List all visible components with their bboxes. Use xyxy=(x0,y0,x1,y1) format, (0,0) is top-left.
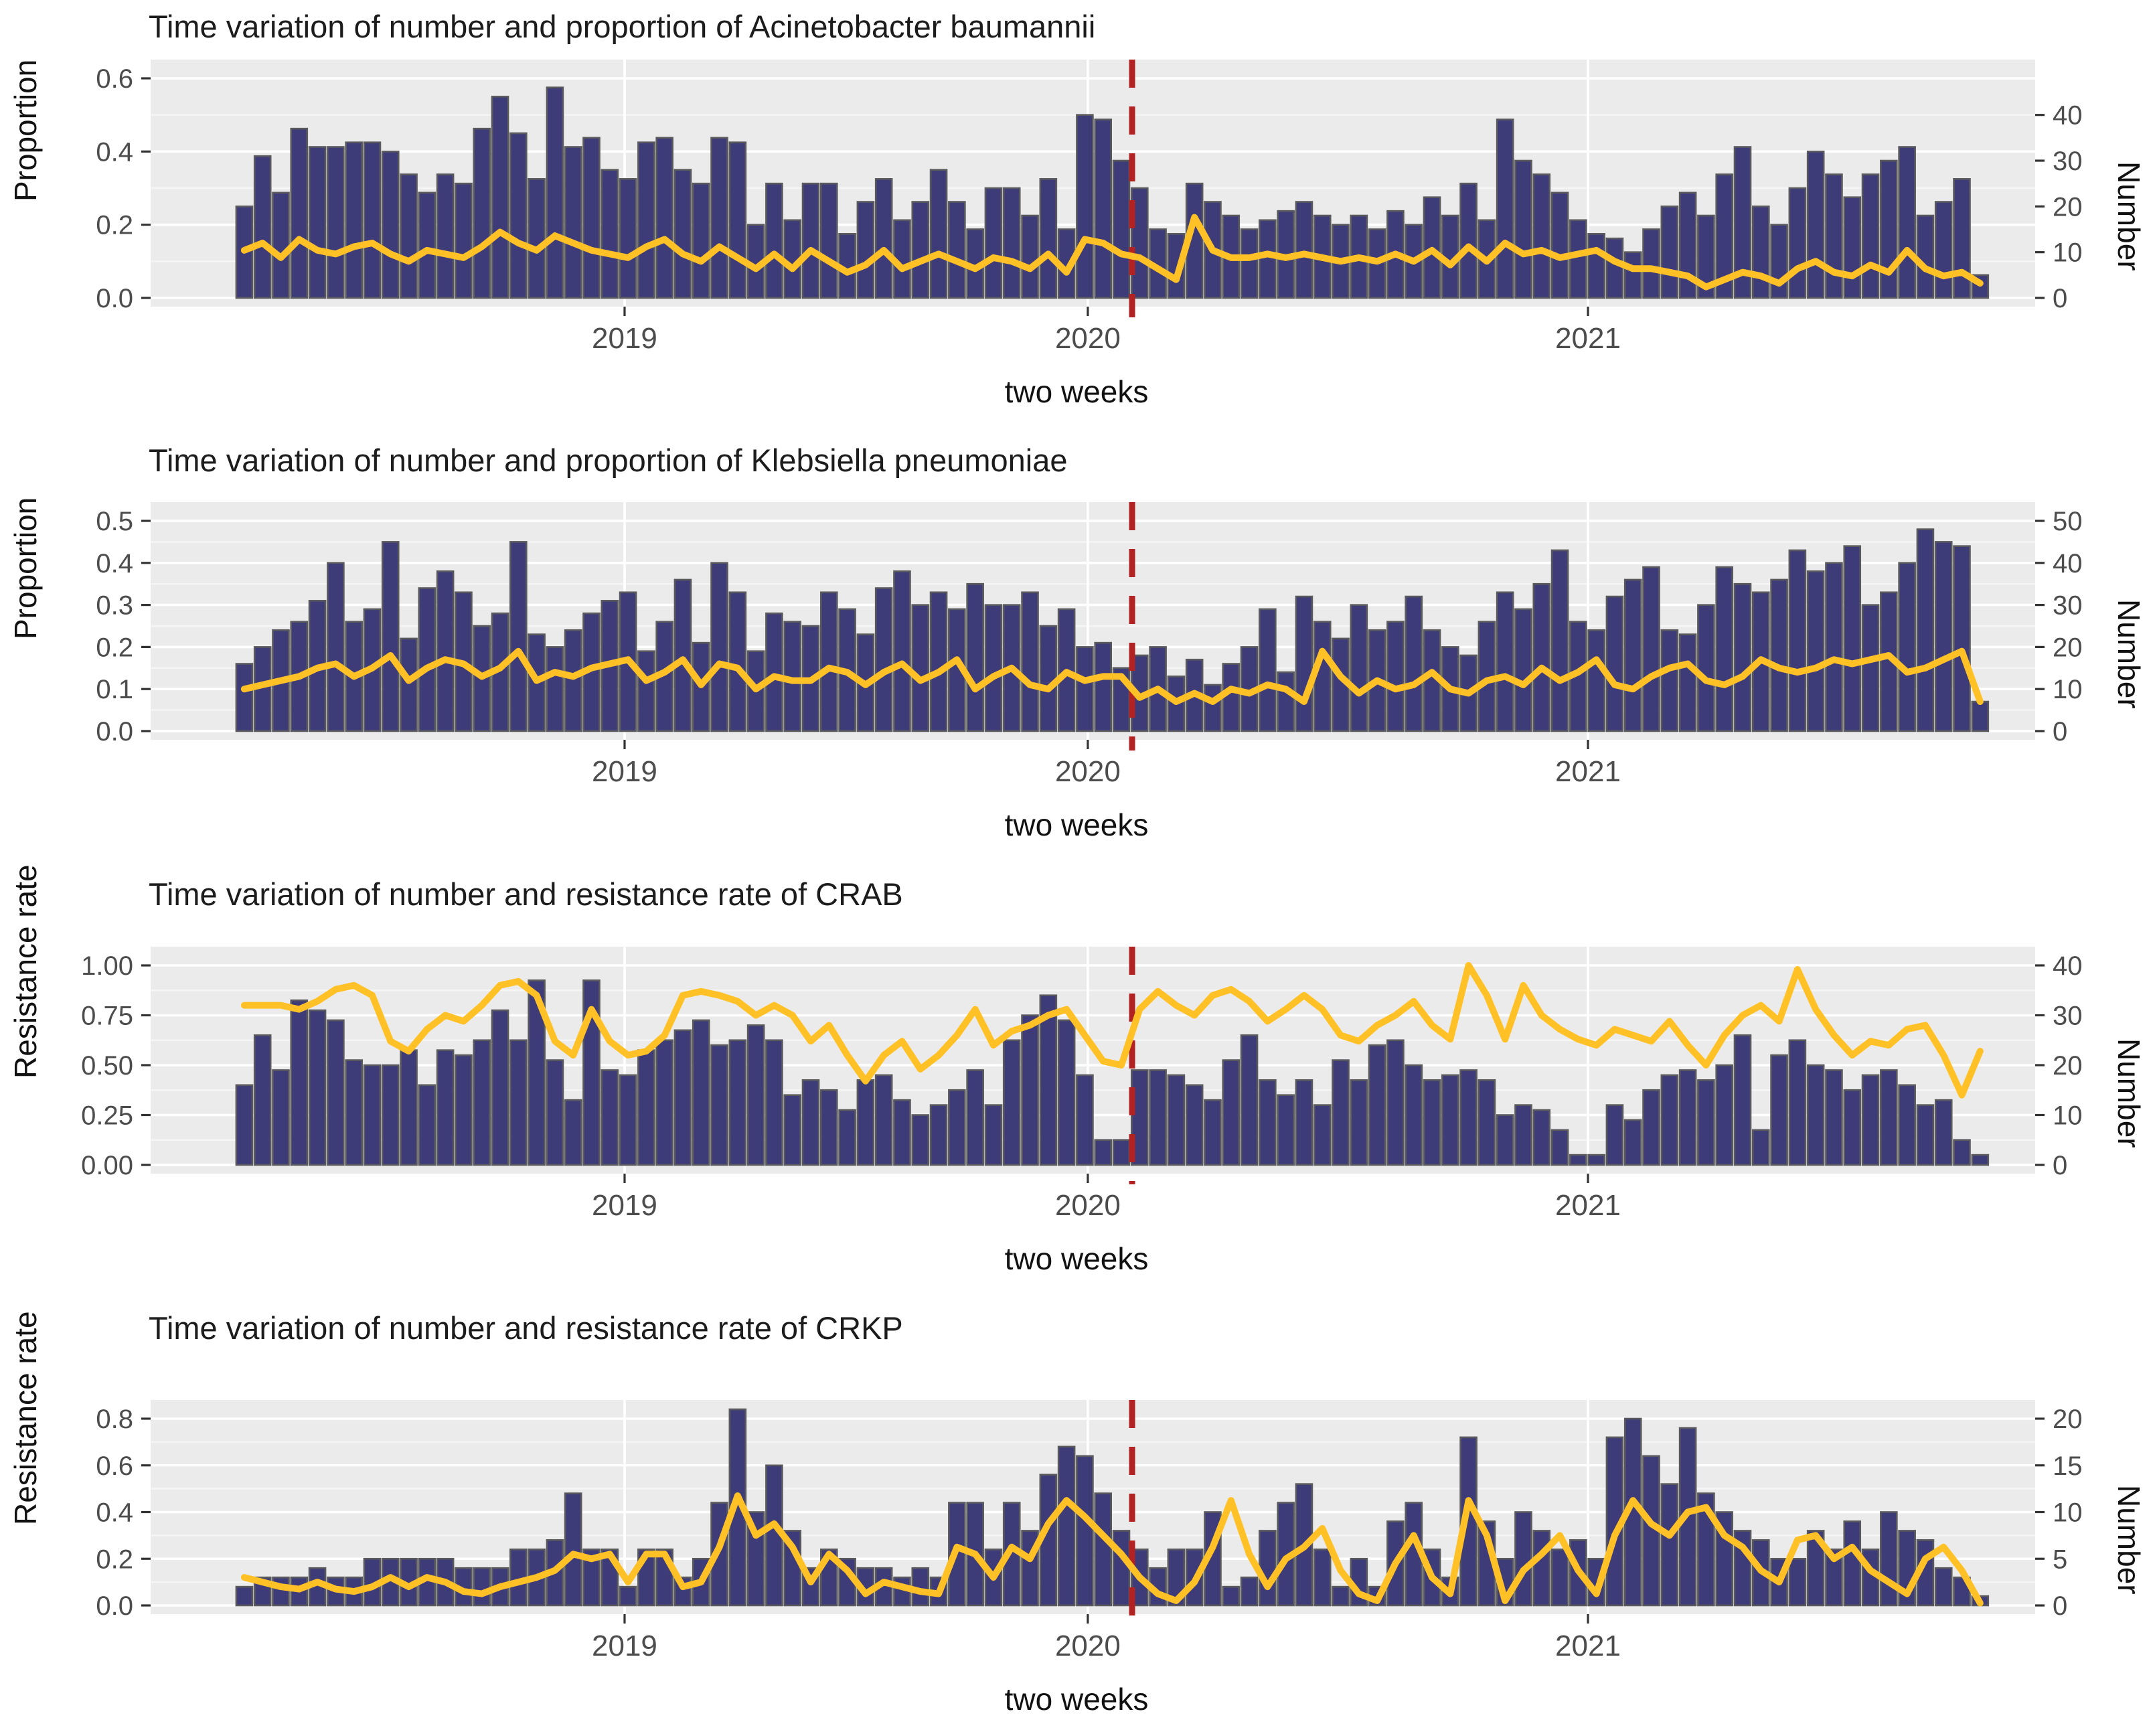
rate-line xyxy=(240,647,1984,705)
svg-text:1.00: 1.00 xyxy=(81,951,133,981)
chart-canvas: 0.0 0.1 0.2 0.3 0.4 0.5 0 10 20 30 40 50 2019 2020 202… xyxy=(96,502,2083,788)
right-axis-ticks: 0 10 20 30 40 50 xyxy=(2035,507,2083,746)
x-axis-title: two weeks xyxy=(1004,1682,1149,1717)
rate-line xyxy=(240,1492,1984,1607)
left-axis-ticks: 0.0 0.2 0.4 0.6 0.8 xyxy=(96,1405,151,1621)
svg-text:0.25: 0.25 xyxy=(81,1101,133,1131)
right-axis-ticks: 0 5 10 15 20 xyxy=(2035,1405,2083,1621)
svg-text:20: 20 xyxy=(2053,633,2083,662)
left-axis-title: Resistance rate xyxy=(8,1311,43,1525)
svg-text:2021: 2021 xyxy=(1555,322,1621,355)
left-axis-ticks: 0.0 0.2 0.4 0.6 xyxy=(96,64,151,313)
svg-text:0: 0 xyxy=(2053,1151,2067,1180)
svg-text:50: 50 xyxy=(2053,507,2083,536)
left-axis-ticks: 0.0 0.1 0.2 0.3 0.4 0.5 xyxy=(96,507,151,746)
svg-text:15: 15 xyxy=(2053,1451,2083,1481)
svg-text:2020: 2020 xyxy=(1055,322,1121,355)
svg-text:20: 20 xyxy=(2053,1051,2083,1081)
chart-title: Time variation of number and proportion … xyxy=(149,9,1096,44)
svg-text:2019: 2019 xyxy=(592,322,657,355)
svg-text:5: 5 xyxy=(2053,1545,2067,1574)
rate-line xyxy=(240,962,1984,1099)
svg-text:2020: 2020 xyxy=(1055,1630,1121,1662)
x-axis-title: two weeks xyxy=(1004,1241,1149,1276)
svg-text:0.6: 0.6 xyxy=(96,64,133,94)
left-axis-title: Proportion xyxy=(8,59,43,202)
svg-text:30: 30 xyxy=(2053,591,2083,621)
chart-klebsiella: Time variation of number and proportion … xyxy=(0,434,2153,868)
svg-text:0.8: 0.8 xyxy=(96,1405,133,1434)
svg-text:40: 40 xyxy=(2053,549,2083,578)
left-axis-title: Resistance rate xyxy=(8,864,43,1079)
x-axis-ticks: 2019 2020 2021 xyxy=(592,307,1621,355)
chart-title: Time variation of number and resistance … xyxy=(149,876,903,912)
right-axis-title: Number xyxy=(2111,1038,2146,1148)
svg-text:2020: 2020 xyxy=(1055,755,1121,788)
svg-text:0.75: 0.75 xyxy=(81,1002,133,1031)
svg-text:0.3: 0.3 xyxy=(96,591,133,621)
svg-text:40: 40 xyxy=(2053,951,2083,981)
x-axis-title: two weeks xyxy=(1004,807,1149,842)
chart-crab: Time variation of number and resistance … xyxy=(0,864,2153,1301)
svg-text:0.2: 0.2 xyxy=(96,1545,133,1574)
svg-text:10: 10 xyxy=(2053,675,2083,704)
svg-text:0: 0 xyxy=(2053,284,2067,313)
x-axis-ticks: 2019 2020 2021 xyxy=(592,740,1621,788)
svg-text:0.0: 0.0 xyxy=(96,1591,133,1621)
right-axis-title: Number xyxy=(2111,599,2146,709)
svg-text:0.4: 0.4 xyxy=(96,137,133,167)
chart-canvas: 0.00 0.25 0.50 0.75 1.00 0 10 20 30 40 2019 2020 202… xyxy=(81,947,2083,1222)
rate-line xyxy=(240,214,1984,291)
chart-canvas: 0.0 0.2 0.4 0.6 0.8 0 5 10 15 20 2019 2020 2021 xyxy=(96,1400,2083,1662)
chart-title: Time variation of number and proportion … xyxy=(149,443,1068,478)
right-axis-title: Number xyxy=(2111,1485,2146,1595)
svg-text:0.1: 0.1 xyxy=(96,675,133,704)
svg-text:0.2: 0.2 xyxy=(96,211,133,240)
svg-text:20: 20 xyxy=(2053,192,2083,222)
svg-text:0.00: 0.00 xyxy=(81,1151,133,1180)
svg-text:2019: 2019 xyxy=(592,1189,657,1222)
chart-crkp: Time variation of number and resistance … xyxy=(0,1301,2153,1735)
bars-series xyxy=(235,979,1990,1166)
svg-text:0: 0 xyxy=(2053,717,2067,746)
svg-text:20: 20 xyxy=(2053,1405,2083,1434)
svg-text:0.4: 0.4 xyxy=(96,1498,133,1528)
svg-text:0.50: 0.50 xyxy=(81,1051,133,1081)
left-axis-ticks: 0.00 0.25 0.50 0.75 1.00 xyxy=(81,951,151,1180)
chart-title: Time variation of number and resistance … xyxy=(149,1310,903,1346)
svg-text:10: 10 xyxy=(2053,238,2083,268)
svg-text:2019: 2019 xyxy=(592,755,657,788)
svg-text:30: 30 xyxy=(2053,1002,2083,1031)
svg-text:2021: 2021 xyxy=(1555,1630,1621,1662)
svg-text:0.4: 0.4 xyxy=(96,549,133,578)
right-axis-ticks: 0 10 20 30 40 xyxy=(2035,951,2083,1180)
svg-text:0.6: 0.6 xyxy=(96,1451,133,1481)
x-axis-ticks: 2019 2020 2021 xyxy=(592,1614,1621,1662)
svg-text:0.5: 0.5 xyxy=(96,507,133,536)
svg-text:0: 0 xyxy=(2053,1591,2067,1621)
svg-text:2021: 2021 xyxy=(1555,755,1621,788)
bars-series xyxy=(235,528,1990,732)
x-axis-ticks: 2019 2020 2021 xyxy=(592,1174,1621,1222)
x-axis-title: two weeks xyxy=(1004,374,1149,409)
left-axis-title: Proportion xyxy=(8,497,43,639)
svg-text:30: 30 xyxy=(2053,147,2083,176)
svg-text:10: 10 xyxy=(2053,1498,2083,1528)
svg-text:0.0: 0.0 xyxy=(96,284,133,313)
svg-text:40: 40 xyxy=(2053,101,2083,131)
svg-text:2019: 2019 xyxy=(592,1630,657,1662)
chart-acinetobacter: Time variation of number and proportion … xyxy=(0,0,2153,434)
svg-text:2020: 2020 xyxy=(1055,1189,1121,1222)
svg-text:0.2: 0.2 xyxy=(96,633,133,662)
right-axis-ticks: 0 10 20 30 40 xyxy=(2035,101,2083,313)
chart-canvas: 0.0 0.2 0.4 0.6 0 10 20 30 40 2019 2020 2021 xyxy=(96,60,2083,355)
svg-text:2021: 2021 xyxy=(1555,1189,1621,1222)
right-axis-title: Number xyxy=(2111,161,2146,271)
svg-text:10: 10 xyxy=(2053,1101,2083,1131)
svg-text:0.0: 0.0 xyxy=(96,717,133,746)
